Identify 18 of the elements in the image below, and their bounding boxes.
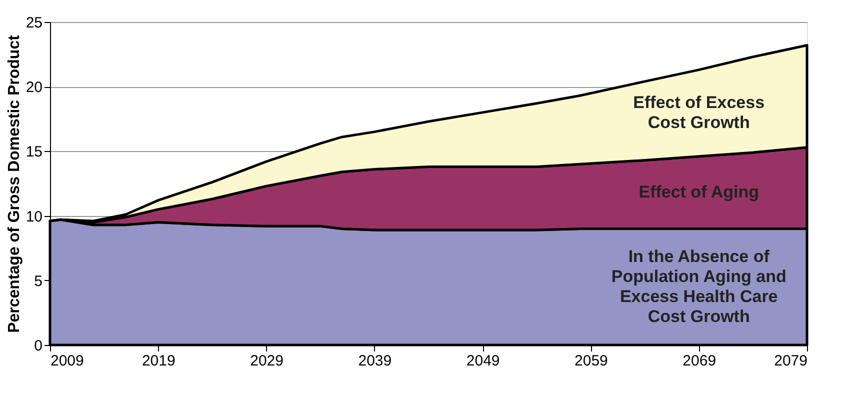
y-tick-label: 15 — [26, 144, 42, 161]
y-tick-label: 0 — [34, 338, 42, 354]
y-tick-label: 5 — [34, 272, 42, 290]
x-tick-label: 2079 — [774, 352, 808, 370]
x-tick-label: 2059 — [574, 352, 608, 370]
series-label: In the Absence of Population Aging and Excess Health Care Cost Growth — [611, 246, 786, 326]
series-label: Effect of Aging — [638, 182, 759, 202]
x-tick-label: 2029 — [250, 352, 284, 370]
y-tick-label: 20 — [26, 79, 42, 96]
y-axis-title: Percentage of Gross Domestic Product — [6, 34, 23, 333]
series-label: Effect of Excess Cost Growth — [633, 93, 765, 132]
y-tick-label: 25 — [26, 14, 42, 32]
x-tick-label: 2009 — [50, 352, 84, 370]
x-tick-label: 2019 — [142, 352, 176, 370]
y-tick-label: 10 — [26, 208, 42, 226]
x-tick-label: 2049 — [466, 352, 500, 370]
x-tick-label: 2039 — [358, 352, 392, 370]
x-tick-label: 2069 — [682, 352, 716, 370]
